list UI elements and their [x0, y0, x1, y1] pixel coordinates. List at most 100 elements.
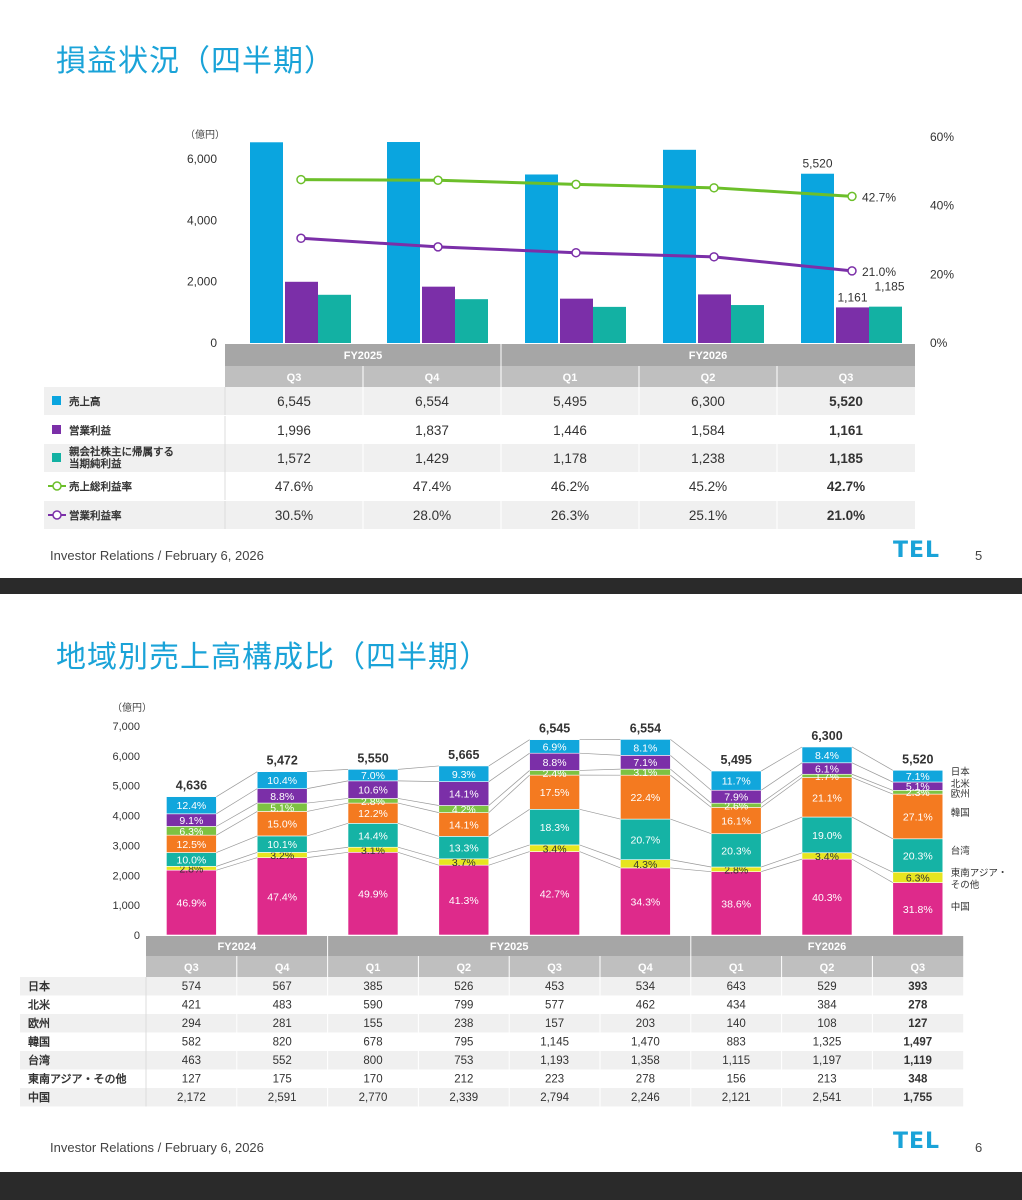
total-label: 6,300	[811, 729, 842, 743]
region-chart: （億円） 0 1,000 2,000 3,000 4,000 5,000 6,000 7,000…	[20, 701, 1008, 1107]
table-row	[20, 1069, 964, 1088]
quarter-label: Q3	[910, 962, 925, 974]
legend-square-icon	[52, 425, 61, 434]
connector-line	[397, 846, 439, 860]
table-fy-header	[146, 936, 964, 956]
segment-pct-label: 14.4%	[358, 830, 388, 842]
connector-line	[579, 808, 621, 820]
connector-line	[579, 752, 621, 756]
table-cell: 526	[454, 981, 473, 993]
segment-pct-label: 10.1%	[267, 839, 297, 851]
row-label: 韓国	[28, 1035, 50, 1049]
segment-pct-label: 8.1%	[633, 742, 657, 754]
bar-operating-income	[560, 298, 593, 343]
page-number: 6	[975, 1140, 983, 1155]
line-point	[709, 252, 719, 262]
quarter-label: Q2	[456, 962, 471, 974]
connector-line	[216, 857, 258, 871]
table-cell: 156	[727, 1074, 746, 1086]
table-cell: 799	[454, 1000, 473, 1012]
segment-pct-label: 27.1%	[903, 811, 933, 823]
table-cell: 26.3%	[551, 508, 589, 523]
connector-line	[761, 816, 803, 835]
table-cell: 2,541	[813, 1092, 842, 1104]
table-cell: 1,446	[553, 423, 587, 438]
connector-line	[216, 802, 258, 827]
table-cell: 1,996	[277, 423, 311, 438]
table-row	[20, 1032, 964, 1051]
connector-line	[670, 755, 712, 791]
connector-line	[307, 802, 349, 812]
bar-operating-income	[698, 294, 731, 343]
fy-label: FY2026	[808, 941, 847, 953]
table-cell: 643	[727, 981, 746, 993]
table-cell: 384	[817, 1000, 837, 1012]
fy-label: FY2026	[689, 350, 728, 362]
table-cell: 1,572	[277, 451, 311, 466]
quarter-label: Q2	[701, 372, 716, 384]
segment-pct-label: 4.2%	[452, 804, 476, 816]
segment-pct-label: 3.7%	[452, 857, 476, 869]
stack-segment	[438, 864, 490, 936]
connector-line	[307, 822, 349, 837]
table-cell: 157	[545, 1018, 564, 1030]
stack-segment	[620, 867, 671, 936]
y-tick-label: 1,000	[112, 900, 140, 912]
connector-line	[307, 780, 349, 789]
connector-line	[761, 858, 803, 873]
bar-operating-income	[285, 281, 318, 343]
segment-pct-label: 14.1%	[449, 789, 479, 801]
bar-sales	[801, 173, 834, 343]
y-tick-label: 2,000	[187, 275, 217, 289]
table-cell: 127	[908, 1018, 927, 1030]
segment-pct-label: 20.3%	[721, 845, 751, 857]
table-cell: 127	[182, 1074, 201, 1086]
stack-segment	[347, 769, 399, 782]
table-cell: 434	[727, 1000, 747, 1012]
line-point	[433, 175, 443, 186]
footer-text: Investor Relations / February 6, 2026	[50, 548, 264, 563]
segment-pct-label: 47.4%	[267, 891, 297, 903]
connector-line	[579, 844, 621, 860]
quarter-label: Q1	[729, 962, 744, 974]
total-label: 5,520	[902, 752, 933, 766]
segment-pct-label: 42.7%	[540, 888, 570, 900]
quarter-label: Q2	[820, 962, 835, 974]
table-cell: 1,185	[829, 451, 863, 466]
row-label: 営業利益率	[69, 509, 122, 522]
segment-pct-label: 40.3%	[812, 892, 842, 904]
stack-segment	[892, 769, 944, 783]
connector-line	[397, 765, 439, 770]
segment-pct-label: 8.8%	[270, 791, 294, 803]
data-label-om: 21.0%	[862, 265, 896, 279]
table-cell: 6,300	[691, 394, 725, 409]
table-cell: 1,470	[631, 1037, 660, 1049]
line-point	[571, 247, 581, 258]
table-cell: 278	[908, 1000, 928, 1012]
table-cell: 212	[454, 1074, 473, 1086]
stack-segment	[801, 777, 853, 818]
table-cell: 45.2%	[689, 479, 727, 494]
table-cell: 2,591	[268, 1092, 297, 1104]
segment-pct-label: 8.8%	[543, 757, 567, 769]
stack-segment	[710, 833, 762, 868]
connector-line	[216, 771, 258, 797]
table-cell: 21.0%	[827, 508, 865, 523]
slide-region-quarterly: 地域別売上高構成比（四半期） （億円） 0 1,000 2,000 3,000 4,000…	[0, 594, 1022, 1172]
series-label: 東南アジア・	[951, 867, 1008, 879]
row-label: 売上高	[69, 395, 101, 408]
table-cell: 46.2%	[551, 479, 589, 494]
table-row	[20, 995, 964, 1014]
connector-line	[216, 835, 258, 853]
data-label-op: 1,161	[837, 290, 867, 304]
data-label-gm: 42.7%	[862, 190, 896, 204]
segment-pct-label: 12.4%	[177, 800, 207, 812]
y-tick-label: 4,000	[187, 213, 217, 227]
table-cell: 25.1%	[689, 508, 727, 523]
table-cell: 223	[545, 1074, 564, 1086]
connector-line	[307, 846, 349, 853]
table-cell: 2,770	[359, 1092, 388, 1104]
slide-title: 損益状況（四半期）	[56, 44, 335, 79]
segment-pct-label: 7.9%	[724, 792, 748, 804]
connector-line	[851, 852, 893, 873]
